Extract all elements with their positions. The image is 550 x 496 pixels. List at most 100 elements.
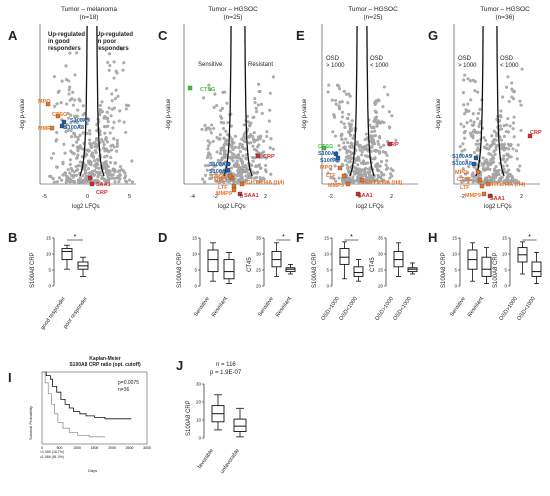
- data-point: [473, 89, 477, 93]
- data-point: [116, 169, 120, 173]
- data-point: [257, 143, 261, 147]
- y-tick-label: 30: [196, 382, 202, 387]
- panel-a-title: Tumor – melanoma (n=18): [60, 6, 118, 21]
- boxplot-d-1: 0 5 10 15: [192, 236, 235, 289]
- data-point: [262, 139, 266, 143]
- data-point: [78, 144, 82, 148]
- significance-star: *: [528, 234, 531, 241]
- data-point: [241, 160, 245, 164]
- data-point: [504, 85, 509, 89]
- highlighted-gene-point: [227, 173, 233, 179]
- data-point: [330, 98, 334, 102]
- gene-label: CRP: [387, 142, 399, 148]
- data-point: [105, 86, 109, 91]
- data-point: [247, 176, 252, 180]
- data-point: [62, 142, 66, 146]
- data-point: [66, 116, 71, 120]
- data-point: [211, 161, 215, 165]
- panel-g-xtick: 0: [490, 194, 494, 200]
- data-point: [76, 108, 80, 112]
- data-point: [344, 155, 348, 159]
- data-point: [244, 147, 248, 151]
- data-point: [492, 129, 496, 133]
- data-point: [246, 172, 251, 176]
- data-point: [213, 164, 217, 168]
- gene-label: S100A9: [452, 154, 472, 160]
- highlighted-gene-point: [239, 181, 245, 187]
- data-point: [221, 126, 226, 131]
- data-point: [342, 89, 346, 93]
- y-tick-label: 20: [378, 284, 384, 289]
- data-point: [363, 161, 367, 165]
- data-point: [357, 158, 361, 163]
- gene-label: S100A8: [64, 125, 84, 131]
- data-point: [215, 103, 219, 108]
- data-point: [69, 166, 73, 171]
- y-tick-label: 25: [256, 268, 262, 273]
- data-point: [494, 165, 498, 169]
- data-point: [502, 180, 506, 184]
- gene-label: CTSG: [318, 144, 334, 150]
- data-point: [122, 61, 126, 65]
- data-point: [459, 122, 463, 126]
- data-point: [109, 155, 113, 160]
- data-point: [476, 117, 480, 121]
- data-point: [391, 169, 395, 173]
- data-point: [518, 99, 522, 103]
- data-point: [472, 150, 476, 155]
- data-point: [264, 156, 268, 160]
- data-point: [110, 99, 114, 103]
- data-point: [251, 159, 255, 163]
- highlighted-gene-point: [345, 181, 351, 187]
- data-point: [373, 109, 377, 113]
- data-point: [485, 159, 489, 163]
- data-point: [220, 179, 224, 183]
- data-point: [468, 131, 472, 135]
- data-point: [462, 131, 466, 135]
- panel-f-ylabel-1: S100A8 CRP: [312, 252, 318, 288]
- data-point: [268, 91, 272, 95]
- data-point: [366, 161, 370, 165]
- data-point: [461, 167, 465, 171]
- y-tick-label: 30: [378, 252, 384, 257]
- data-point: [230, 139, 234, 143]
- data-point: [484, 167, 488, 171]
- data-point: [127, 178, 132, 182]
- data-point: [112, 76, 116, 80]
- data-point: [244, 169, 248, 173]
- significance-curve: [96, 25, 105, 177]
- data-point: [334, 102, 338, 106]
- data-point: [242, 133, 246, 137]
- data-point: [334, 98, 338, 103]
- significance-curve: [244, 25, 253, 177]
- data-point: [465, 159, 469, 163]
- data-point: [88, 132, 92, 136]
- data-point: [507, 143, 512, 147]
- data-point: [470, 123, 474, 127]
- highlighted-gene-point: [471, 161, 477, 167]
- data-point: [56, 90, 60, 94]
- data-point: [115, 138, 119, 143]
- data-point: [369, 134, 373, 138]
- data-point: [455, 158, 459, 162]
- y-tick-label: 0: [504, 284, 507, 289]
- data-point: [475, 139, 480, 143]
- data-point: [485, 143, 489, 147]
- significance-curve: [496, 25, 505, 177]
- significance-star: *: [350, 234, 353, 241]
- data-point: [459, 175, 463, 179]
- data-point: [469, 153, 473, 158]
- data-point: [389, 167, 393, 171]
- panel-a-xtick: 5: [128, 194, 132, 200]
- y-tick-label: 15: [452, 236, 458, 241]
- data-point: [52, 75, 56, 79]
- data-point: [500, 147, 504, 151]
- data-point: [520, 67, 524, 71]
- y-tick-label: 35: [256, 236, 262, 241]
- data-point: [385, 159, 389, 163]
- data-point: [338, 148, 342, 152]
- data-point: [219, 146, 223, 150]
- y-tick-label: 0: [194, 284, 197, 289]
- data-point: [471, 133, 475, 137]
- data-point: [101, 140, 105, 144]
